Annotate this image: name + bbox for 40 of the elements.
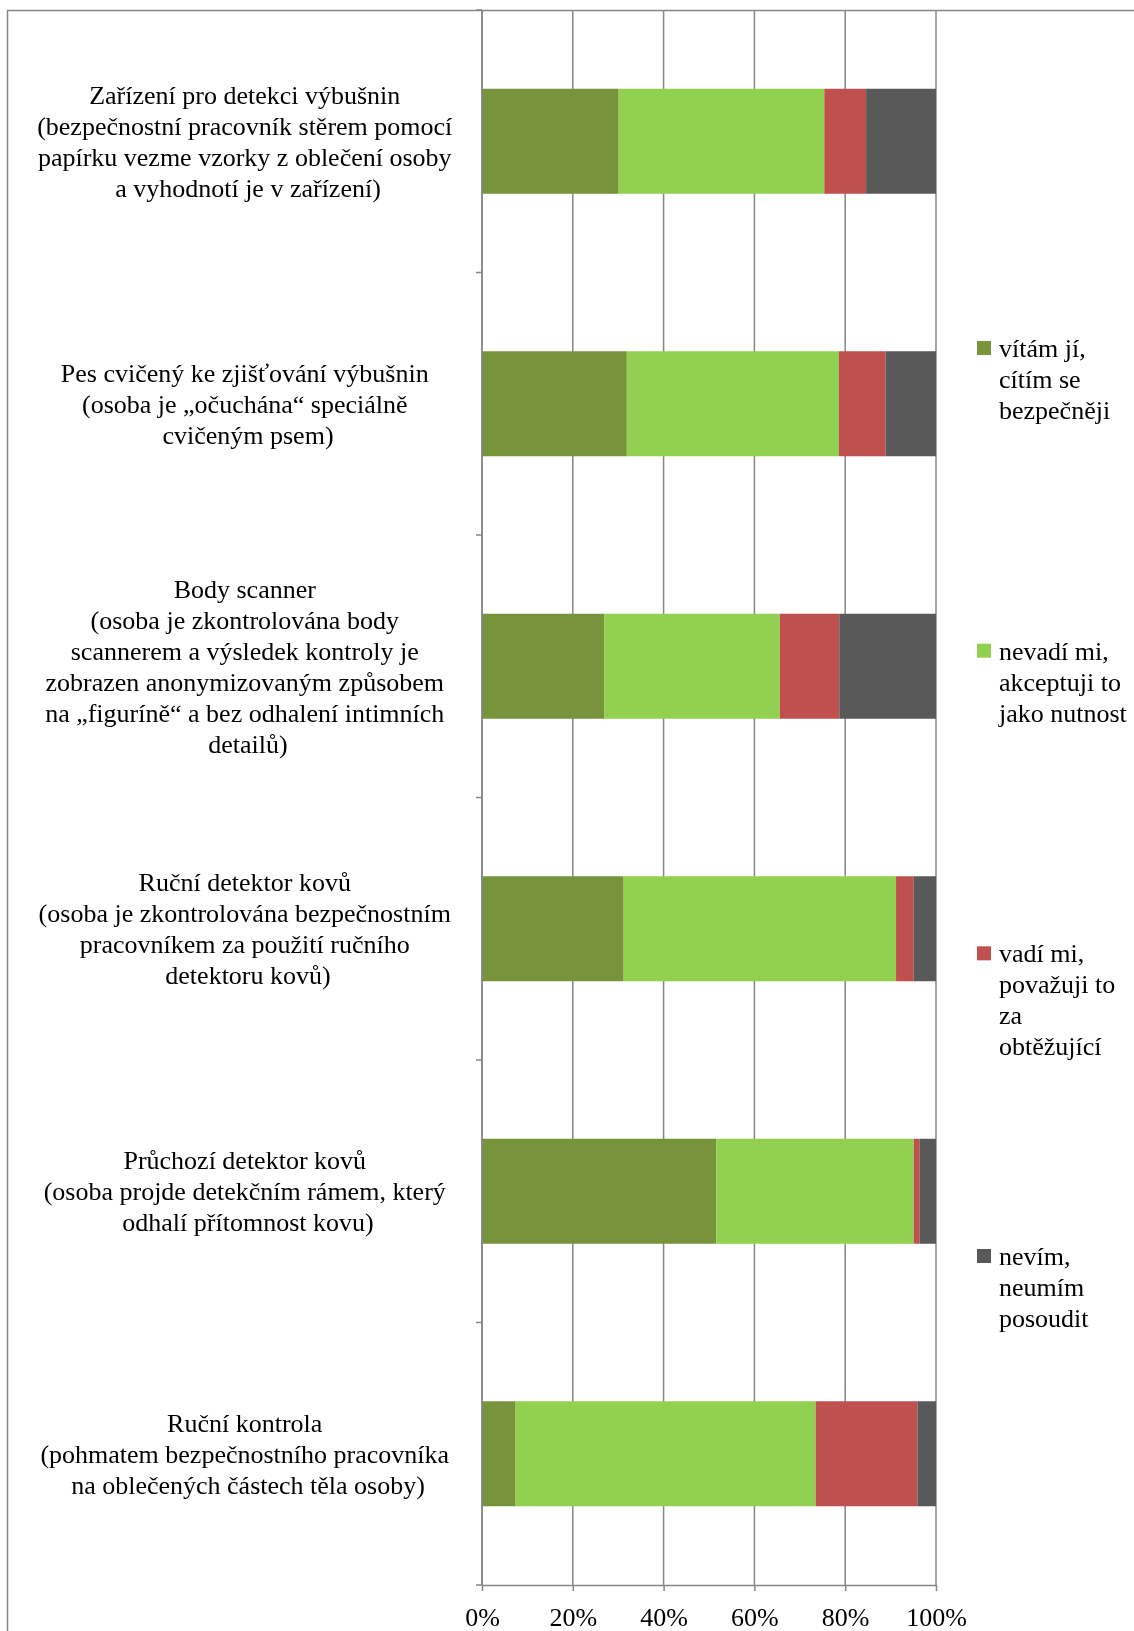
y-tick-label: Ruční kontrola (pohmatem bezpečnostního pracovníka na oblečených částech těla osoby) [40,1408,456,1500]
x-tick-label: 80% [821,1603,870,1631]
x-tick-label: 60% [731,1603,779,1631]
bar [815,1401,918,1507]
bar [919,1138,936,1244]
bar [896,876,914,982]
bar [482,351,627,457]
bar [716,1138,914,1244]
bar [623,876,897,982]
bar [604,613,780,719]
bar [482,1401,516,1507]
bar [913,1138,920,1244]
x-tick-label: 100% [906,1603,967,1631]
bar [839,613,936,719]
bar [482,613,605,719]
bar [482,88,619,194]
x-tick-label: 40% [640,1603,688,1631]
legend-label: nevadí mi, akceptuji to jako nutnost [998,636,1128,728]
bar [779,613,840,719]
bar [917,1401,936,1507]
y-tick-label: Zařízení pro detekci výbušnin (bezpečnostní pracovník stěrem pomocí papírku vezme vzorky z oblečení osoby a vyhodnotí je v zařízení) [37,80,459,203]
y-tick-label: Ruční detektor kovů (osoba je zkontrolována bezpečnostním pracovníkem za použití ručního detektoru kovů) [38,867,458,990]
y-tick-label: Body scanner (osoba je zkontrolována body scannerem a výsledek kontroly je zobrazen anonymizovaným způsobem na „figuríně“ a bez odhalení intimních detailů) [45,574,451,759]
x-tick-label: 0% [465,1603,500,1631]
bar [838,351,886,457]
bar [913,876,936,982]
legend-label: nevím, neumím posoudit [999,1241,1091,1333]
bar [626,351,839,457]
bar [618,88,825,194]
bar [482,876,624,982]
bar [885,351,936,457]
bar [482,1138,717,1244]
y-tick-label: Pes cvičený ke zjišťování výbušnin (osoba je „očuchána“ speciálně cvičeným psem) [60,358,436,450]
y-tick-label: Průchozí detektor kovů (osoba projde detekčním rámem, který odhalí přítomnost kovu) [43,1145,453,1237]
bar [866,88,936,194]
bar [824,88,867,194]
legend-label: vítám jí, cítím se bezpečněji [999,333,1111,425]
x-tick-label: 20% [549,1603,598,1631]
bar [515,1401,816,1507]
legend-label: vadí mi, považuji to za obtěžující [999,938,1122,1061]
